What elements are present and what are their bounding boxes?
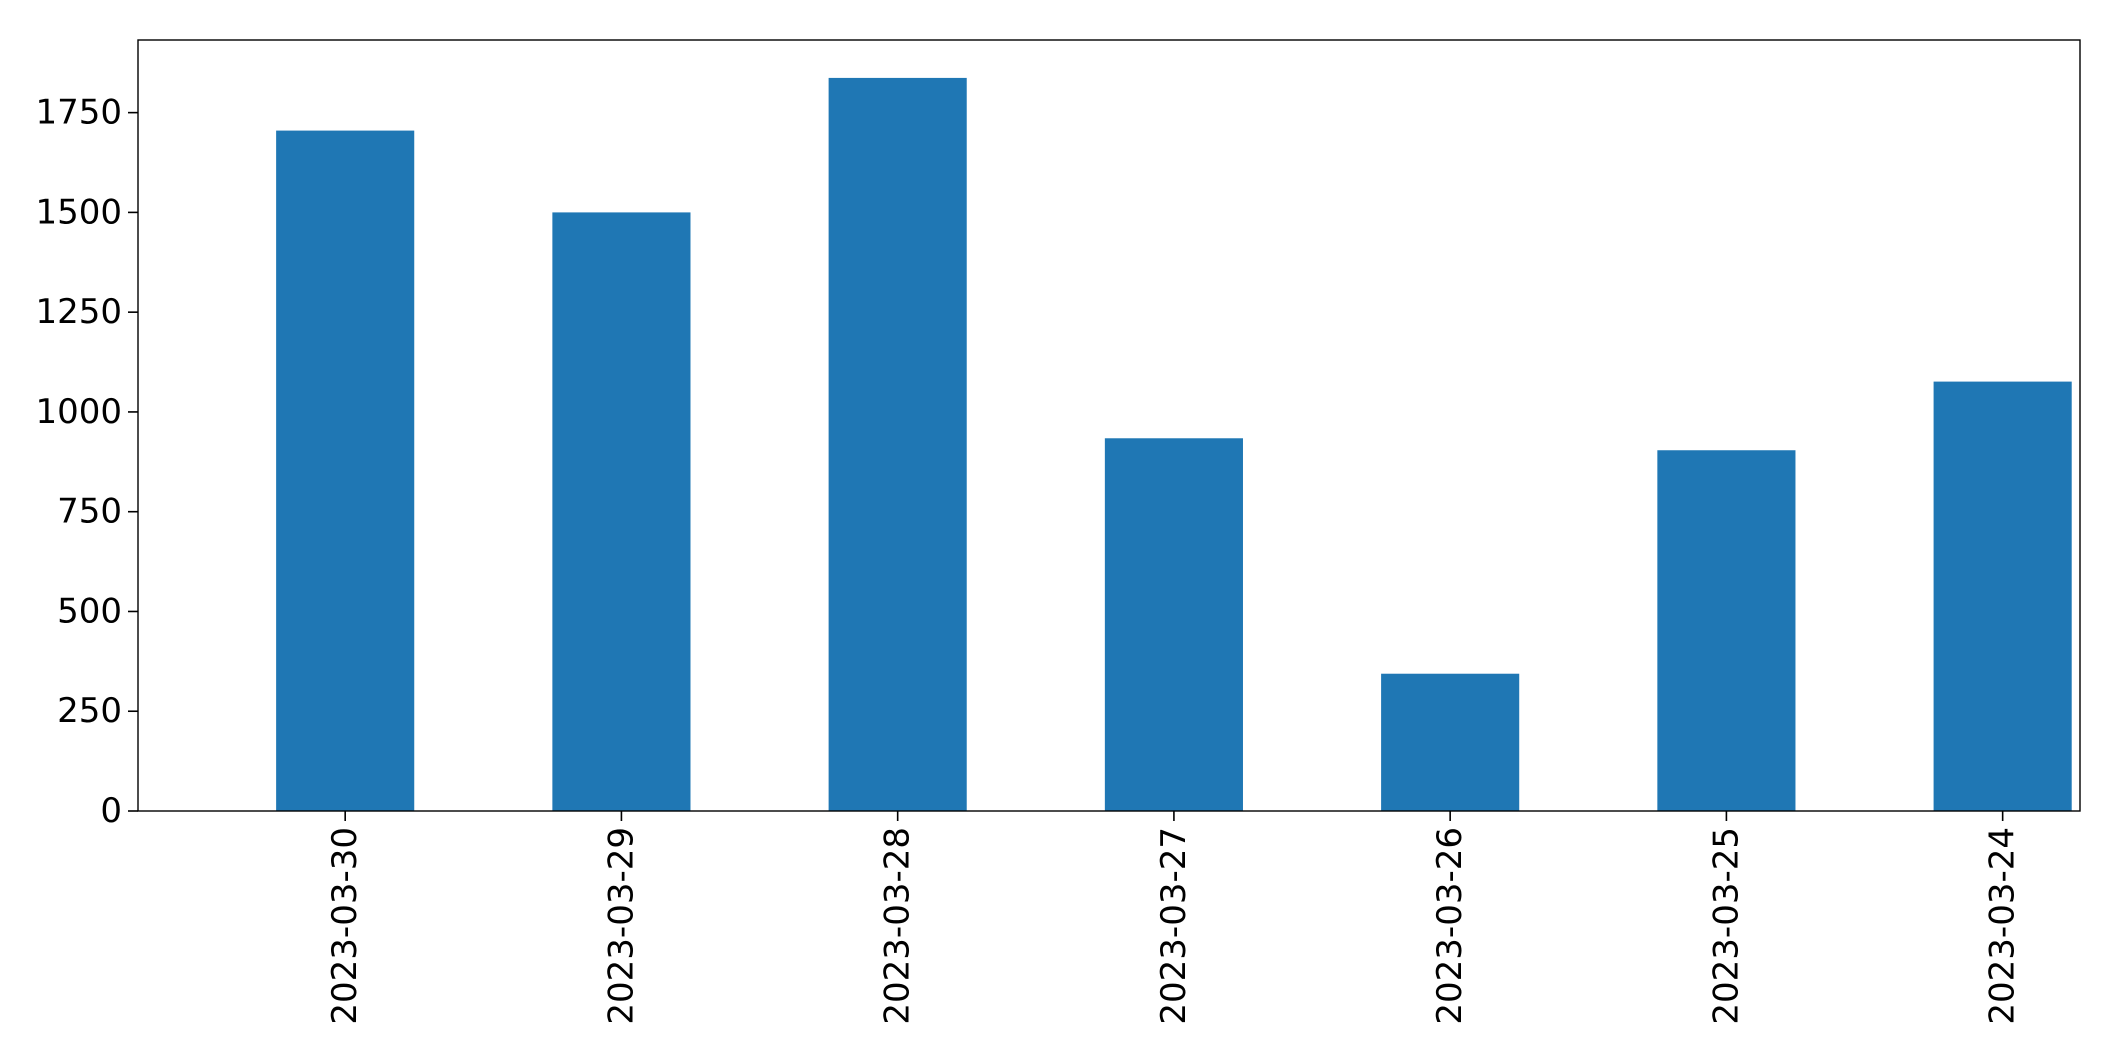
y-axis: 0 250 500 750 1000 1250 1500 1750 <box>35 93 138 831</box>
y-tick-label: 1000 <box>35 392 122 432</box>
y-tick-label: 500 <box>57 591 122 631</box>
y-tick-label: 750 <box>57 492 122 532</box>
x-tick-label-2023-03-27: 2023-03-27 <box>1154 827 1194 1025</box>
bar-2023-03-27 <box>1104 438 1243 811</box>
y-tick-label: 0 <box>100 791 122 831</box>
bar-2023-03-26 <box>1381 673 1520 811</box>
x-axis: 2023-03-30 2023-03-29 2023-03-28 2023-03-27… <box>325 811 2023 1025</box>
axes-frame <box>137 39 2081 812</box>
bar-2023-03-24 <box>1933 381 2072 811</box>
x-tick-label-2023-03-25: 2023-03-25 <box>1706 827 1746 1025</box>
y-tick-label: 1750 <box>35 93 122 133</box>
bar-2023-03-29 <box>552 212 691 811</box>
y-tick-label: 1500 <box>35 192 122 232</box>
x-tick-label-2023-03-28: 2023-03-28 <box>878 827 918 1025</box>
y-tick-label: 1250 <box>35 292 122 332</box>
x-tick-label-2023-03-24: 2023-03-24 <box>1983 827 2023 1025</box>
bar-2023-03-25 <box>1657 450 1796 811</box>
y-tick-label: 250 <box>57 691 122 731</box>
bar-2023-03-28 <box>828 77 967 811</box>
x-tick-label-2023-03-26: 2023-03-26 <box>1430 827 1470 1025</box>
bar-2023-03-30 <box>276 130 415 812</box>
x-tick-label-2023-03-29: 2023-03-29 <box>601 827 641 1025</box>
x-tick-label-2023-03-30: 2023-03-30 <box>325 827 365 1025</box>
bars-group <box>276 77 2072 812</box>
